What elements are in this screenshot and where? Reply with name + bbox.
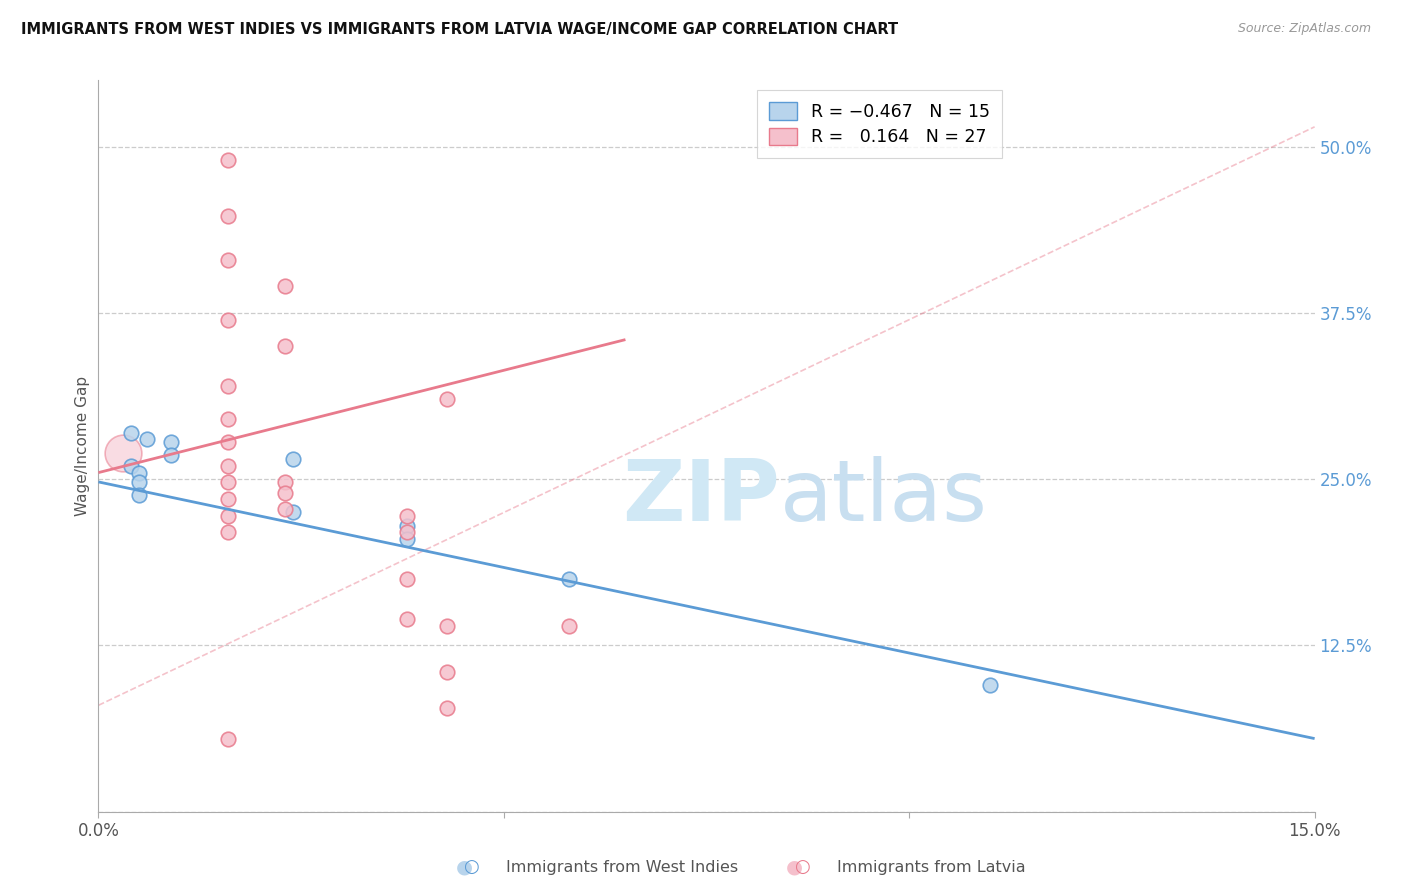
Text: ○: ○ <box>463 858 479 876</box>
Point <box>436 618 458 632</box>
Point <box>979 678 1001 692</box>
Point <box>136 433 159 447</box>
Text: ○: ○ <box>793 858 810 876</box>
Point <box>281 452 304 467</box>
Point <box>557 618 579 632</box>
Point <box>274 339 297 353</box>
Text: Immigrants from Latvia: Immigrants from Latvia <box>837 860 1025 874</box>
Point <box>217 731 239 746</box>
Point <box>274 475 297 489</box>
Point <box>120 425 142 440</box>
Point <box>395 532 418 546</box>
Point <box>274 279 297 293</box>
Point <box>128 475 150 489</box>
Text: atlas: atlas <box>779 456 987 539</box>
Point <box>395 572 418 586</box>
Point <box>120 458 142 473</box>
Point <box>436 701 458 715</box>
Point <box>217 312 239 326</box>
Point <box>395 525 418 540</box>
Point <box>217 379 239 393</box>
Text: ZIP: ZIP <box>621 456 779 539</box>
Point <box>217 525 239 540</box>
Point <box>217 412 239 426</box>
Point <box>217 475 239 489</box>
Point <box>160 435 183 450</box>
Point <box>436 665 458 679</box>
Point <box>274 485 297 500</box>
Point <box>217 252 239 267</box>
Point <box>111 445 134 459</box>
Point <box>281 506 304 520</box>
Point <box>217 458 239 473</box>
Point <box>128 466 150 480</box>
Text: ●: ● <box>456 857 472 877</box>
Point <box>217 209 239 223</box>
Text: IMMIGRANTS FROM WEST INDIES VS IMMIGRANTS FROM LATVIA WAGE/INCOME GAP CORRELATIO: IMMIGRANTS FROM WEST INDIES VS IMMIGRANT… <box>21 22 898 37</box>
Point <box>160 448 183 462</box>
Point <box>217 509 239 524</box>
Text: Immigrants from West Indies: Immigrants from West Indies <box>506 860 738 874</box>
Point <box>557 572 579 586</box>
Point <box>395 612 418 626</box>
Point <box>128 488 150 502</box>
Point <box>274 501 297 516</box>
Point <box>436 392 458 407</box>
Text: Source: ZipAtlas.com: Source: ZipAtlas.com <box>1237 22 1371 36</box>
Text: ●: ● <box>786 857 803 877</box>
Point <box>217 435 239 450</box>
Point <box>395 518 418 533</box>
Legend: R = −0.467   N = 15, R =   0.164   N = 27: R = −0.467 N = 15, R = 0.164 N = 27 <box>756 90 1002 159</box>
Point <box>395 509 418 524</box>
Y-axis label: Wage/Income Gap: Wage/Income Gap <box>75 376 90 516</box>
Point <box>217 492 239 507</box>
Point <box>217 153 239 167</box>
